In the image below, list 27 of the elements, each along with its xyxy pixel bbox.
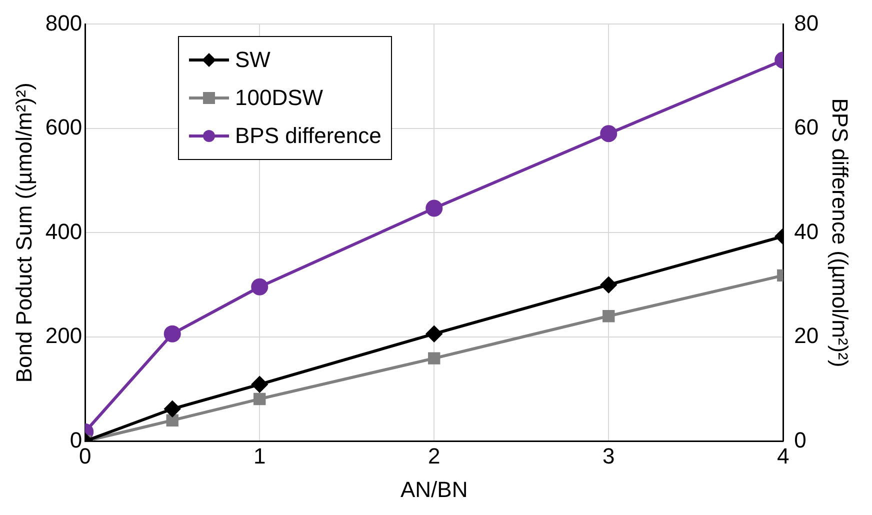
point	[602, 310, 615, 322]
point	[166, 414, 178, 426]
y2-tick-label: 40	[794, 218, 819, 244]
y2-tick-label: 0	[794, 427, 806, 452]
point	[428, 352, 440, 364]
point	[254, 392, 266, 406]
point	[600, 276, 617, 293]
legend-label: SW	[235, 46, 270, 74]
y-axis-title: Bond Poduct Sum ((µmol/m²)²)	[11, 82, 36, 383]
y-tick-label: 200	[45, 323, 82, 348]
x-tick-label: 2	[428, 443, 440, 468]
x-axis-title: AN/BN	[400, 476, 468, 502]
y-tick-label: 800	[45, 10, 82, 36]
y2-tick-label: 80	[794, 10, 819, 36]
y-tick-label: 400	[45, 218, 82, 244]
x-tick-label: 4	[777, 443, 790, 468]
y2-tick-label: 60	[794, 114, 819, 140]
point	[426, 326, 442, 342]
legend-label: 100DSW	[235, 84, 324, 112]
x-tick-label: 1	[253, 443, 266, 468]
y-tick-label: 600	[45, 114, 82, 140]
y2-tick-label: 20	[794, 323, 819, 348]
point	[252, 376, 268, 392]
y2-axis-title: BPS difference ((µmol/m²)²)	[828, 98, 853, 368]
x-tick-label: 3	[602, 443, 615, 468]
point	[164, 400, 180, 417]
legend-label: BPS difference	[235, 122, 382, 150]
